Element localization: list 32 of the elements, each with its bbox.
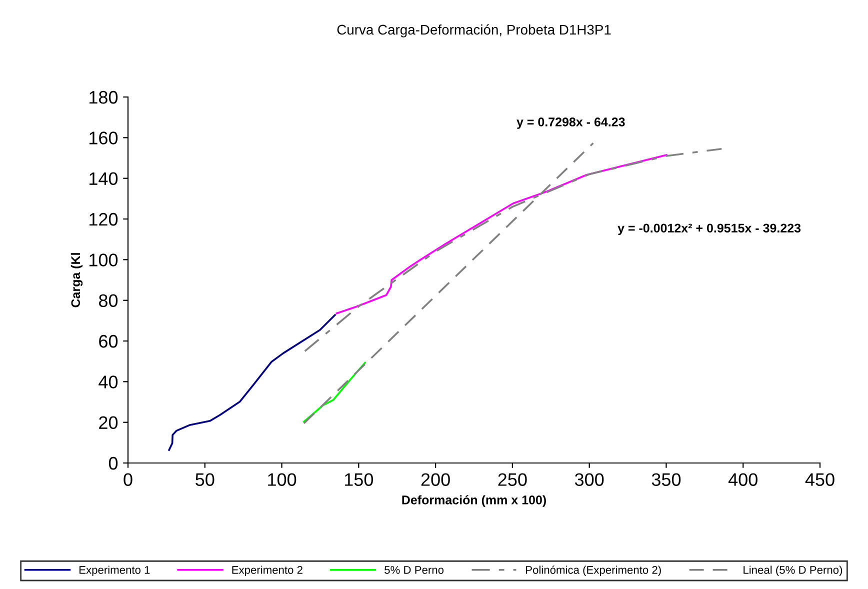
y-tick-label: 140 bbox=[90, 172, 118, 186]
x-tick-label: 100 bbox=[268, 473, 296, 486]
x-tick-label: 200 bbox=[421, 473, 450, 486]
chart-title: Curva Carga-Deformación, Probeta D1H3P1 bbox=[337, 24, 611, 38]
x-tick-label: 50 bbox=[196, 473, 214, 486]
legend-label: Lineal (5% D Perno) bbox=[744, 566, 842, 576]
y-tick-label: 0 bbox=[108, 456, 118, 470]
annotation: y = 0.7298x - 64.23 bbox=[516, 118, 625, 129]
y-tick-label: 100 bbox=[90, 254, 118, 266]
line-series bbox=[303, 362, 366, 423]
annotation: y = -0.0012x² + 0.9515x - 39.223 bbox=[618, 224, 801, 236]
y-tick-label: 20 bbox=[99, 416, 118, 430]
y-tick-label: 60 bbox=[99, 334, 118, 348]
y-axis-title: Carga (Kl bbox=[70, 253, 83, 308]
x-tick-label: 150 bbox=[344, 473, 374, 486]
legend-label: Polinómica (Experimento 2) bbox=[526, 566, 661, 576]
legend-label: 5% D Perno bbox=[384, 566, 444, 574]
x-tick-label: 300 bbox=[574, 473, 604, 486]
x-axis-title: Deformación (mm x 100) bbox=[402, 495, 546, 507]
y-tick-label: 160 bbox=[90, 132, 118, 144]
y-tick-label: 40 bbox=[98, 376, 118, 388]
legend-label: Experimento 1 bbox=[80, 566, 150, 576]
y-tick-label: 120 bbox=[90, 212, 118, 226]
x-tick-label: 350 bbox=[652, 473, 681, 486]
y-tick-label: 80 bbox=[98, 294, 118, 308]
y-tick-label: 180 bbox=[90, 90, 118, 104]
line-series bbox=[168, 314, 336, 451]
x-tick-label: 400 bbox=[728, 473, 758, 486]
x-tick-label: 250 bbox=[498, 473, 527, 486]
x-tick-label: 450 bbox=[805, 473, 834, 486]
legend-label: Experimento 2 bbox=[232, 566, 302, 576]
x-tick-label: 0 bbox=[124, 473, 132, 486]
